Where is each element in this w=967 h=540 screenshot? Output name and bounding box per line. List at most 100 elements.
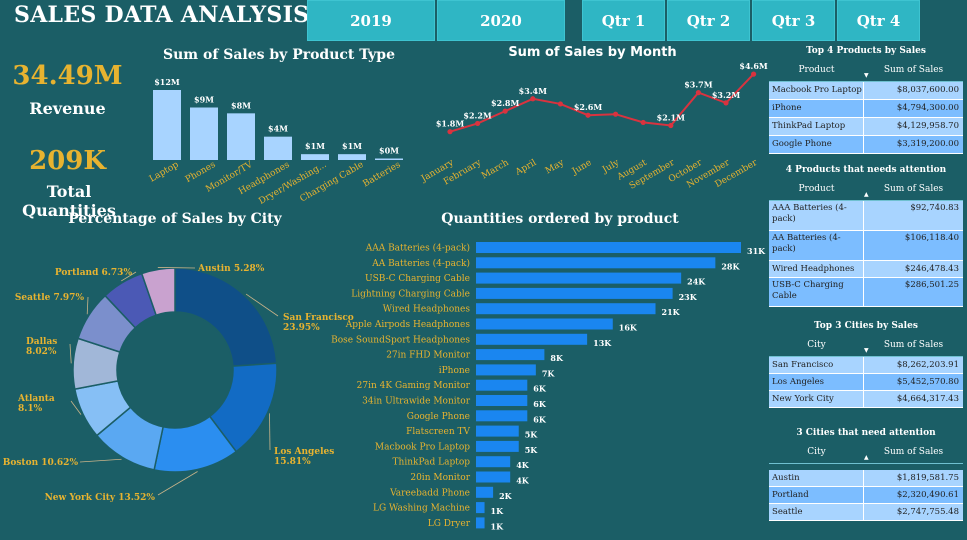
slicer-qtr-2[interactable]: Qtr 2 <box>667 0 750 41</box>
row-label: Portland <box>769 487 864 503</box>
table-row[interactable]: ThinkPad Laptop $4,129,958.70 <box>769 118 963 136</box>
data-point <box>557 101 563 107</box>
bar <box>476 425 519 437</box>
x-tick-label: Charging Cable <box>298 160 365 204</box>
y-tick-label: LG Dryer <box>428 519 471 529</box>
bar <box>264 136 292 160</box>
product-type-chart: $12MLaptop$9MPhones$8MMonitor/TV$4MHeadp… <box>148 77 403 207</box>
data-label: 6K <box>533 399 547 409</box>
column-header[interactable]: Sum of Sales <box>883 184 944 194</box>
data-label: 2K <box>499 491 513 501</box>
bar <box>476 242 741 253</box>
row-label: ThinkPad Laptop <box>769 118 864 135</box>
leader-line <box>245 293 279 317</box>
sort-up-icon[interactable]: ▲ <box>864 454 869 461</box>
table-row[interactable]: Portland $2,320,490.61 <box>769 487 963 504</box>
data-label: 4K <box>516 460 530 470</box>
bar <box>375 158 403 160</box>
table-row[interactable]: Los Angeles $5,452,570.80 <box>769 374 963 391</box>
slicer-qtr-4[interactable]: Qtr 4 <box>837 0 920 41</box>
column-header[interactable]: City <box>807 340 826 350</box>
top-cities-table: Top 3 Cities by Sales City ▼ Sum of Sale… <box>769 319 963 408</box>
row-label: New York City <box>769 391 864 407</box>
slicer-qtr-3[interactable]: Qtr 3 <box>752 0 835 41</box>
column-header[interactable]: Product <box>798 65 835 75</box>
table-row[interactable]: iPhone $4,794,300.00 <box>769 100 963 118</box>
data-label: 6K <box>533 384 547 394</box>
sort-down-icon[interactable]: ▼ <box>864 72 869 79</box>
table-row[interactable]: Google Phone $3,319,200.00 <box>769 136 963 154</box>
table-row[interactable]: AA Batteries (4-pack) $106,118.40 <box>769 231 963 261</box>
y-tick-label: 27in 4K Gaming Monitor <box>357 381 471 391</box>
column-header[interactable]: Sum of Sales <box>883 65 944 75</box>
slice-label: Austin 5.28% <box>197 264 265 274</box>
data-point <box>530 96 536 102</box>
y-tick-label: 20in Monitor <box>410 473 470 483</box>
table-header: City ▲ Sum of Sales <box>769 441 963 464</box>
data-label: 28K <box>721 261 740 271</box>
y-tick-label: AA Batteries (4-pack) <box>371 258 470 269</box>
row-value: $4,794,300.00 <box>896 103 959 113</box>
bar <box>476 333 588 345</box>
table-row[interactable]: Macbook Pro Laptop $8,037,600.00 <box>769 82 963 100</box>
bar <box>153 90 181 160</box>
table-row[interactable]: New York City $4,664,317.43 <box>769 391 963 408</box>
column-header[interactable]: City <box>807 447 826 457</box>
table-row[interactable]: San Francisco $8,262,203.91 <box>769 357 963 374</box>
slicer-qtr-1[interactable]: Qtr 1 <box>582 0 665 41</box>
data-label: $1.8M <box>436 119 464 129</box>
data-label: 5K <box>525 430 539 440</box>
slice-label: Seattle 7.97% <box>15 293 85 303</box>
data-label: 16K <box>619 323 638 333</box>
table-header: Product ▲ Sum of Sales <box>769 178 963 201</box>
bar <box>476 440 519 452</box>
data-label: $8M <box>231 100 251 110</box>
month-line-chart: $1.8MJanuary$2.2MFebruary$2.8MMarch$3.4M… <box>419 61 768 192</box>
table-row[interactable]: Wired Headphones $246,478.43 <box>769 261 963 278</box>
table-row[interactable]: Austin $1,819,581.75 <box>769 470 963 487</box>
x-tick-label: Laptop <box>148 160 181 185</box>
table-row[interactable]: Seattle $2,747,755.48 <box>769 504 963 521</box>
bar <box>338 154 366 160</box>
leader-line <box>69 343 72 364</box>
column-header[interactable]: Product <box>798 184 835 194</box>
data-label: 7K <box>542 368 556 378</box>
data-point <box>640 119 646 126</box>
sort-down-icon[interactable]: ▼ <box>864 347 869 354</box>
bar <box>476 318 613 330</box>
column-header[interactable]: Sum of Sales <box>883 340 944 350</box>
y-tick-label: Flatscreen TV <box>406 427 470 437</box>
page-title: SALES DATA ANALYSIS <box>14 2 310 28</box>
row-value: $286,501.25 <box>904 280 959 290</box>
y-tick-label: 27in FHD Monitor <box>386 351 471 361</box>
data-label: 8K <box>550 353 564 363</box>
data-label: $0M <box>379 146 399 156</box>
data-point <box>502 108 508 114</box>
data-label: 24K <box>687 277 706 287</box>
data-point <box>668 122 674 129</box>
x-tick-label: March <box>480 158 511 182</box>
slice-percent: 15.81% <box>274 457 311 467</box>
bar <box>190 107 218 160</box>
slicer-2020[interactable]: 2020 <box>437 0 565 41</box>
x-tick-label: June <box>570 158 594 177</box>
attention-cities-table: 3 Cities that need attention City ▲ Sum … <box>769 426 963 521</box>
row-value: $8,037,600.00 <box>896 85 959 95</box>
data-point <box>475 120 481 127</box>
row-value: $5,452,570.80 <box>896 377 959 387</box>
sort-up-icon[interactable]: ▲ <box>864 191 869 198</box>
data-label: $3.4M <box>519 86 547 96</box>
bar <box>476 410 528 422</box>
data-label: 21K <box>662 307 681 317</box>
slicer-2019[interactable]: 2019 <box>307 0 435 41</box>
column-header[interactable]: Sum of Sales <box>883 447 944 457</box>
bar <box>476 517 485 529</box>
data-label: $12M <box>154 77 180 87</box>
table-row[interactable]: AAA Batteries (4-pack) $92,740.83 <box>769 201 963 231</box>
y-tick-label: ThinkPad Laptop <box>393 458 471 468</box>
x-tick-label: Batteries <box>361 160 402 190</box>
slice-label: San Francisco <box>283 313 354 323</box>
city-chart-title: Percentage of Sales by City <box>68 211 282 227</box>
table-row[interactable]: USB-C Charging Cable $286,501.25 <box>769 278 963 307</box>
